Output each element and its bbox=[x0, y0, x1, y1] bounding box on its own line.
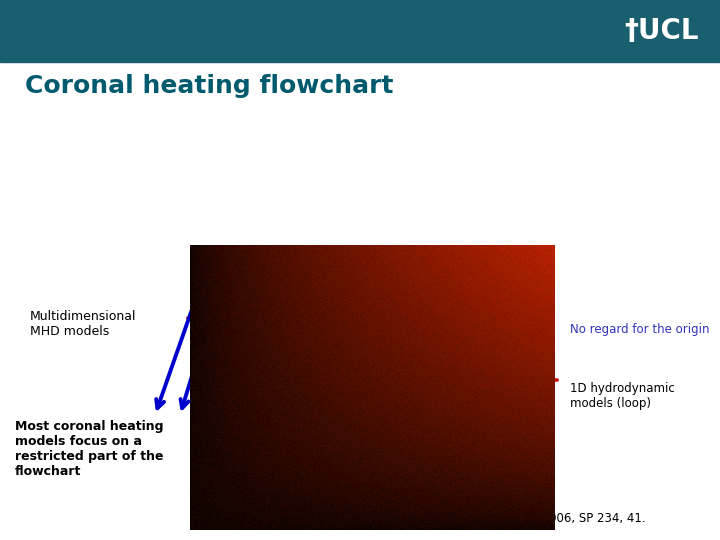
Text: 1D hydrodynamic
models (loop): 1D hydrodynamic models (loop) bbox=[570, 382, 675, 410]
Text: Klimchuk, 2006, SP 234, 41.: Klimchuk, 2006, SP 234, 41. bbox=[480, 512, 646, 525]
Text: No info: No info bbox=[202, 435, 239, 445]
Bar bbox=[0, 0, 720, 62]
Text: †UCL: †UCL bbox=[624, 17, 698, 45]
Text: Multidimensional
MHD models: Multidimensional MHD models bbox=[30, 310, 137, 338]
Text: No info: No info bbox=[200, 390, 237, 400]
Text: No regard for the origin: No regard for the origin bbox=[570, 323, 709, 336]
Text: Most coronal heating
models focus on a
restricted part of the
flowchart: Most coronal heating models focus on a r… bbox=[15, 420, 163, 478]
Text: Coronal heating flowchart: Coronal heating flowchart bbox=[25, 74, 394, 98]
